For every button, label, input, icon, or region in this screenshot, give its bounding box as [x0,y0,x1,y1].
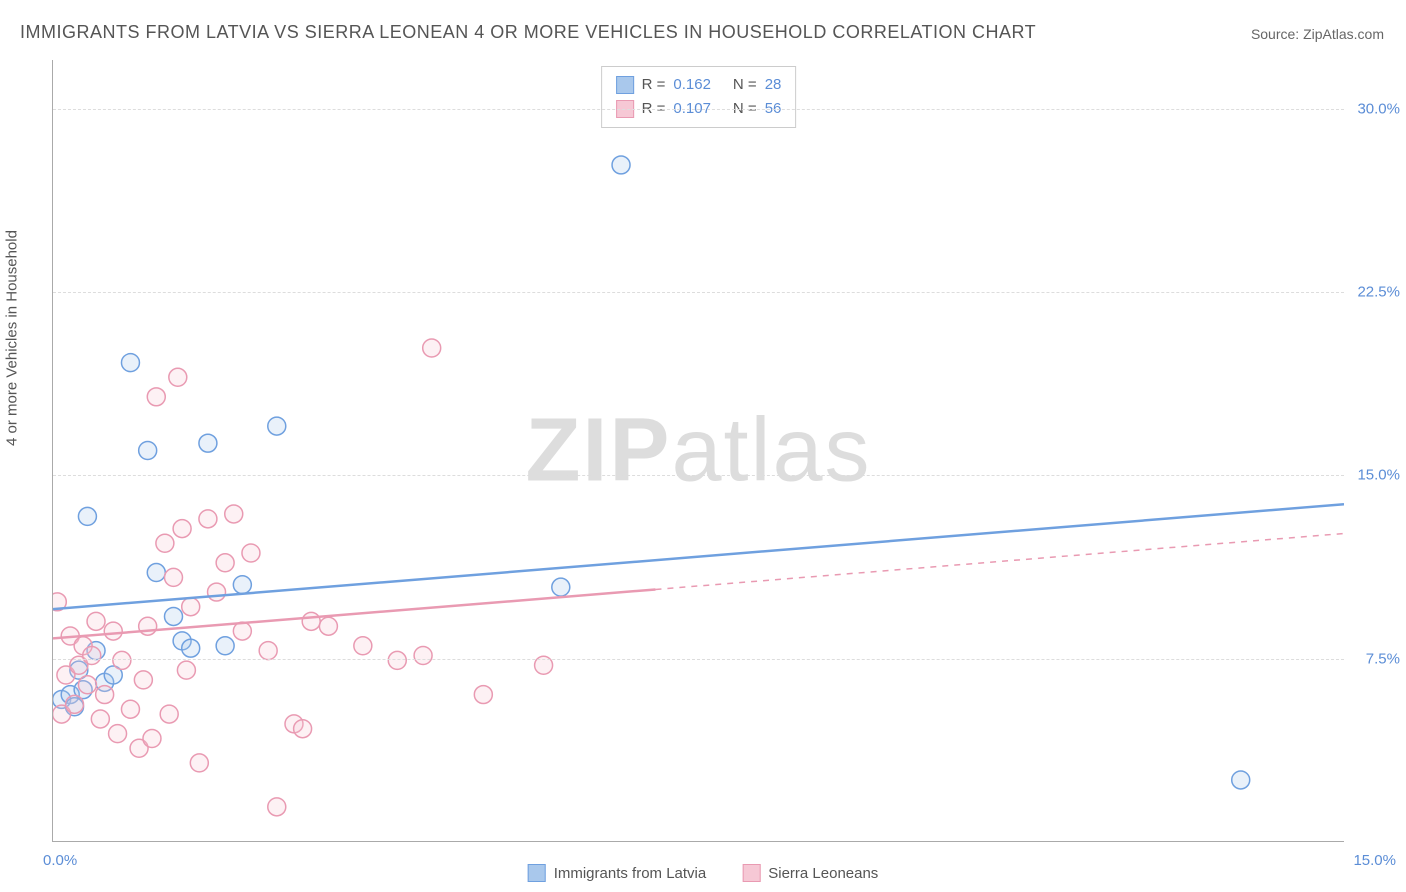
y-tick-label: 7.5% [1366,650,1400,667]
scatter-point [552,578,570,596]
scatter-point [319,617,337,635]
stats-legend: R =0.162N =28R =0.107N =56 [601,66,797,128]
scatter-point [414,647,432,665]
n-label: N = [733,73,757,97]
series-legend-item: Immigrants from Latvia [528,864,707,882]
scatter-point [225,505,243,523]
scatter-point [233,576,251,594]
scatter-point [208,583,226,601]
scatter-point [160,705,178,723]
scatter-point [66,695,84,713]
scatter-point [268,798,286,816]
scatter-point [87,612,105,630]
scatter-point [139,442,157,460]
legend-swatch [616,76,634,94]
scatter-point [113,651,131,669]
series-name: Sierra Leoneans [768,865,878,882]
scatter-point [156,534,174,552]
scatter-point [165,607,183,625]
y-tick-label: 30.0% [1357,100,1400,117]
trendline-dashed [655,533,1344,589]
scatter-point [78,507,96,525]
source-label: Source: ZipAtlas.com [1251,26,1384,42]
scatter-point [259,642,277,660]
scatter-point [147,388,165,406]
scatter-point [78,676,96,694]
scatter-point [182,639,200,657]
scatter-point [104,622,122,640]
chart-title: IMMIGRANTS FROM LATVIA VS SIERRA LEONEAN… [20,22,1036,43]
legend-swatch [742,864,760,882]
scatter-point [169,368,187,386]
scatter-point [121,354,139,372]
y-tick-label: 15.0% [1357,467,1400,484]
scatter-point [139,617,157,635]
scatter-point [388,651,406,669]
series-legend: Immigrants from Latvia Sierra Leoneans [528,864,879,882]
scatter-point [147,564,165,582]
scatter-point [83,647,101,665]
scatter-point [121,700,139,718]
scatter-point [1232,771,1250,789]
r-label: R = [642,73,666,97]
scatter-point [182,598,200,616]
scatter-point [143,730,161,748]
chart-svg [53,60,1344,841]
series-name: Immigrants from Latvia [554,865,707,882]
stats-legend-row: R = 0.162 N = 28 [616,73,782,97]
scatter-point [423,339,441,357]
scatter-point [612,156,630,174]
legend-swatch [528,864,546,882]
scatter-point [474,686,492,704]
x-tick-label: 0.0% [43,852,77,869]
series-legend-item: Sierra Leoneans [742,864,878,882]
scatter-point [233,622,251,640]
scatter-point [199,510,217,528]
y-tick-label: 22.5% [1357,284,1400,301]
scatter-point [96,686,114,704]
scatter-point [216,554,234,572]
scatter-point [109,725,127,743]
chart-container: IMMIGRANTS FROM LATVIA VS SIERRA LEONEAN… [0,0,1406,892]
y-axis-title: 4 or more Vehicles in Household [4,230,21,446]
r-value: 0.162 [673,73,711,97]
scatter-point [302,612,320,630]
scatter-point [216,637,234,655]
n-value: 28 [765,73,782,97]
scatter-point [177,661,195,679]
scatter-point [268,417,286,435]
scatter-point [199,434,217,452]
trendline-solid [53,589,655,638]
gridline [53,109,1344,110]
gridline [53,659,1344,660]
scatter-point [165,568,183,586]
scatter-point [134,671,152,689]
scatter-point [354,637,372,655]
x-tick-label: 15.0% [1353,852,1396,869]
scatter-point [294,720,312,738]
scatter-point [190,754,208,772]
scatter-point [91,710,109,728]
gridline [53,475,1344,476]
plot-area: ZIPatlas R =0.162N =28R =0.107N =56 7.5%… [52,60,1344,842]
gridline [53,292,1344,293]
scatter-point [173,520,191,538]
scatter-point [242,544,260,562]
